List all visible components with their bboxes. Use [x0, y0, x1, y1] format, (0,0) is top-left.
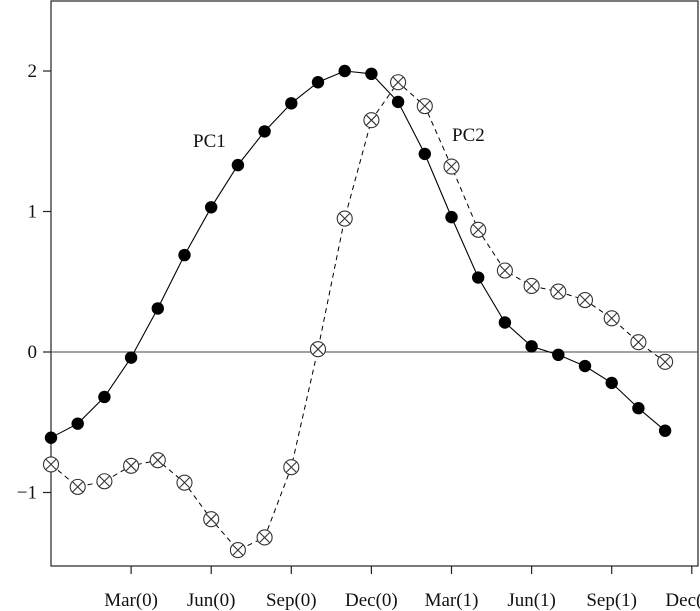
y-tick-label: −1: [17, 483, 37, 504]
y-tick-label: 1: [28, 202, 38, 223]
data-point-pc1: [311, 76, 325, 89]
y-tick-label: 0: [28, 342, 38, 363]
series-line-pc2: [50, 81, 666, 551]
data-point-pc1: [658, 424, 672, 437]
data-point-pc2: [229, 542, 246, 559]
data-point-pc1: [418, 147, 431, 161]
data-point-pc2: [496, 262, 513, 279]
data-point-pc1: [151, 302, 164, 315]
data-point-pc1: [205, 201, 218, 214]
x-tick-label: Jun(1): [507, 590, 556, 611]
data-point-pc2: [176, 474, 193, 491]
data-point-pc1: [525, 340, 538, 353]
data-point-pc2: [96, 473, 113, 490]
x-tick-label: Dec(1): [665, 590, 700, 611]
data-point-pc2: [630, 334, 647, 351]
data-point-pc1: [552, 348, 565, 362]
series-label-pc2: PC2: [452, 125, 485, 146]
data-point-pc1: [578, 359, 592, 373]
data-point-pc2: [256, 529, 273, 546]
x-tick-label: Sep(1): [586, 590, 637, 611]
series-line-pc1: [50, 70, 666, 439]
data-point-pc1: [632, 402, 645, 415]
data-point-pc1: [98, 390, 111, 404]
data-point-pc1: [365, 67, 378, 81]
data-point-pc1: [445, 210, 458, 224]
data-point-pc1: [605, 376, 618, 390]
data-point-pc2: [309, 341, 327, 358]
x-tick-label: Jun(0): [187, 590, 236, 611]
y-tick-label: 2: [28, 61, 38, 82]
data-point-pc1: [338, 64, 351, 78]
data-point-pc1: [472, 271, 485, 284]
data-point-pc2: [416, 98, 433, 115]
data-point-pc2: [443, 158, 460, 175]
data-point-pc2: [470, 221, 487, 238]
data-point-pc2: [363, 112, 380, 129]
series-layer: [42, 64, 674, 559]
data-point-pc2: [550, 283, 567, 300]
plot-frame: [50, 0, 699, 567]
data-point-pc2: [336, 210, 353, 227]
data-point-pc2: [657, 353, 674, 370]
data-point-pc2: [149, 452, 166, 469]
data-point-pc1: [71, 417, 84, 430]
data-point-pc1: [44, 431, 58, 444]
data-point-pc1: [178, 248, 191, 262]
x-tick-label: Sep(0): [266, 590, 317, 611]
x-tick-label: Mar(0): [104, 590, 158, 611]
data-point-pc1: [285, 97, 298, 110]
data-point-pc2: [390, 74, 407, 91]
data-point-pc1: [258, 125, 271, 138]
data-point-pc1: [391, 95, 405, 109]
data-point-pc1: [498, 316, 512, 329]
data-point-pc2: [523, 277, 540, 295]
data-point-pc2: [69, 478, 86, 495]
data-point-pc2: [203, 511, 220, 528]
data-point-pc2: [42, 456, 60, 473]
series-label-pc1: PC1: [193, 131, 226, 152]
x-tick-label: Dec(0): [345, 590, 398, 611]
data-point-pc2: [576, 291, 594, 309]
data-point-pc1: [231, 158, 245, 172]
data-point-pc2: [123, 457, 140, 474]
data-point-pc1: [124, 351, 138, 364]
data-point-pc2: [603, 310, 620, 327]
data-point-pc2: [283, 459, 300, 476]
x-tick-label: Mar(1): [425, 590, 479, 611]
axis-ticks: −1 0 1 2 Mar(0) Jun(0) Sep(0) Dec(0) Mar(1) Jun(1…: [17, 61, 700, 611]
